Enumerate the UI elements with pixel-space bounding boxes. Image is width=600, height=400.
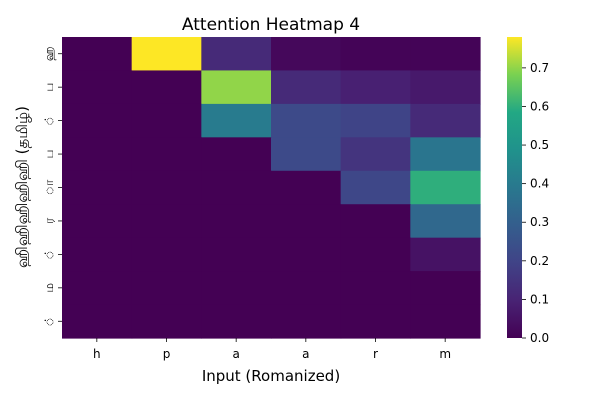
heatmap-cell-r4-c0	[62, 170, 133, 205]
colorbar-tick-label: 0.4	[530, 177, 549, 191]
y-tick-label: ம	[42, 283, 56, 293]
heatmap-cell-r5-c3	[271, 204, 342, 239]
heatmap-cell-r0-c5	[410, 37, 481, 72]
heatmap-cell-r8-c3	[271, 304, 342, 339]
heatmap-cell-r0-c2	[201, 37, 272, 72]
heatmap-cell-r3-c5	[410, 137, 481, 172]
x-axis-label: Input (Romanized)	[202, 367, 340, 385]
heatmap-cell-r2-c0	[62, 103, 133, 138]
x-tick-label: a	[302, 347, 309, 361]
colorbar-tick-label: 0.5	[530, 138, 549, 152]
heatmap-cell-r4-c5	[410, 170, 481, 205]
heatmap-cell-r0-c1	[131, 37, 202, 72]
heatmap-cell-r3-c1	[131, 137, 202, 172]
colorbar-tick-label: 0.2	[530, 254, 549, 268]
heatmap-cell-r1-c2	[201, 70, 272, 105]
colorbar-tick-label: 0.7	[530, 61, 549, 75]
heatmap-cell-r6-c1	[131, 237, 202, 272]
chart-title: Attention Heatmap 4	[182, 15, 360, 35]
colorbar-ticks: 0.0 0.1 0.2 0.3 0.4 0.5 0.6 0.7	[522, 61, 549, 345]
y-tick-label: ர	[42, 217, 56, 224]
y-tick-label: ப	[42, 83, 56, 92]
y-tick-label: ்	[42, 249, 56, 260]
colorbar-tick-label: 0.3	[530, 215, 549, 229]
heatmap-cell-r8-c2	[201, 304, 272, 339]
heatmap-cell-r5-c4	[340, 204, 411, 239]
heatmap-cell-r4-c2	[201, 170, 272, 205]
heatmap-cell-r0-c0	[62, 37, 133, 72]
y-tick-label: ப	[42, 150, 56, 159]
heatmap-cell-r8-c4	[340, 304, 411, 339]
heatmap-cells	[62, 37, 481, 339]
colorbar-tick-label: 0.6	[530, 99, 549, 113]
y-tick-label: ா	[42, 179, 56, 195]
y-axis-label: ஹிஹிஹிஹிஹி (தமிழ்)	[13, 106, 31, 268]
heatmap-cell-r6-c3	[271, 237, 342, 272]
x-tick-label: r	[373, 347, 378, 361]
heatmap-cell-r6-c2	[201, 237, 272, 272]
y-tick-label: ்	[42, 115, 56, 126]
heatmap-cell-r0-c4	[340, 37, 411, 72]
heatmap-cell-r8-c1	[131, 304, 202, 339]
heatmap-cell-r1-c0	[62, 70, 133, 105]
x-tick-label: m	[439, 347, 451, 361]
heatmap-cell-r3-c2	[201, 137, 272, 172]
heatmap-cell-r8-c0	[62, 304, 133, 339]
y-tick-labels: ஹ ப் பா ர் ம்	[42, 46, 62, 327]
colorbar-tick-label: 0.1	[530, 292, 549, 306]
x-tick-label: p	[163, 347, 171, 361]
heatmap-cell-r5-c5	[410, 204, 481, 239]
heatmap-cell-r6-c0	[62, 237, 133, 272]
heatmap-cell-r1-c3	[271, 70, 342, 105]
colorbar	[507, 37, 522, 338]
heatmap-cell-r2-c2	[201, 103, 272, 138]
heatmap-cell-r4-c1	[131, 170, 202, 205]
heatmap-cell-r5-c1	[131, 204, 202, 239]
heatmap-cell-r4-c4	[340, 170, 411, 205]
heatmap-cell-r2-c4	[340, 103, 411, 138]
heatmap-cell-r2-c1	[131, 103, 202, 138]
heatmap-cell-r3-c3	[271, 137, 342, 172]
heatmap-cell-r1-c4	[340, 70, 411, 105]
heatmap-cell-r7-c0	[62, 271, 133, 306]
heatmap-cell-r0-c3	[271, 37, 342, 72]
x-tick-label: h	[93, 347, 101, 361]
y-tick-label: ஹ	[42, 46, 56, 61]
heatmap-cell-r7-c3	[271, 271, 342, 306]
x-tick-label: a	[232, 347, 239, 361]
heatmap-cell-r2-c5	[410, 103, 481, 138]
heatmap-cell-r5-c0	[62, 204, 133, 239]
heatmap-cell-r8-c5	[410, 304, 481, 339]
heatmap-cell-r7-c2	[201, 271, 272, 306]
heatmap-cell-r3-c4	[340, 137, 411, 172]
heatmap-cell-r5-c2	[201, 204, 272, 239]
heatmap-cell-r4-c3	[271, 170, 342, 205]
heatmap-cell-r6-c4	[340, 237, 411, 272]
heatmap-cell-r2-c3	[271, 103, 342, 138]
heatmap-cell-r6-c5	[410, 237, 481, 272]
heatmap-cell-r1-c5	[410, 70, 481, 105]
heatmap-cell-r7-c1	[131, 271, 202, 306]
heatmap-cell-r7-c4	[340, 271, 411, 306]
heatmap-cell-r3-c0	[62, 137, 133, 172]
heatmap-cell-r1-c1	[131, 70, 202, 105]
y-tick-label: ்	[42, 316, 56, 327]
heatmap-cell-r7-c5	[410, 271, 481, 306]
colorbar-tick-label: 0.0	[530, 331, 549, 345]
